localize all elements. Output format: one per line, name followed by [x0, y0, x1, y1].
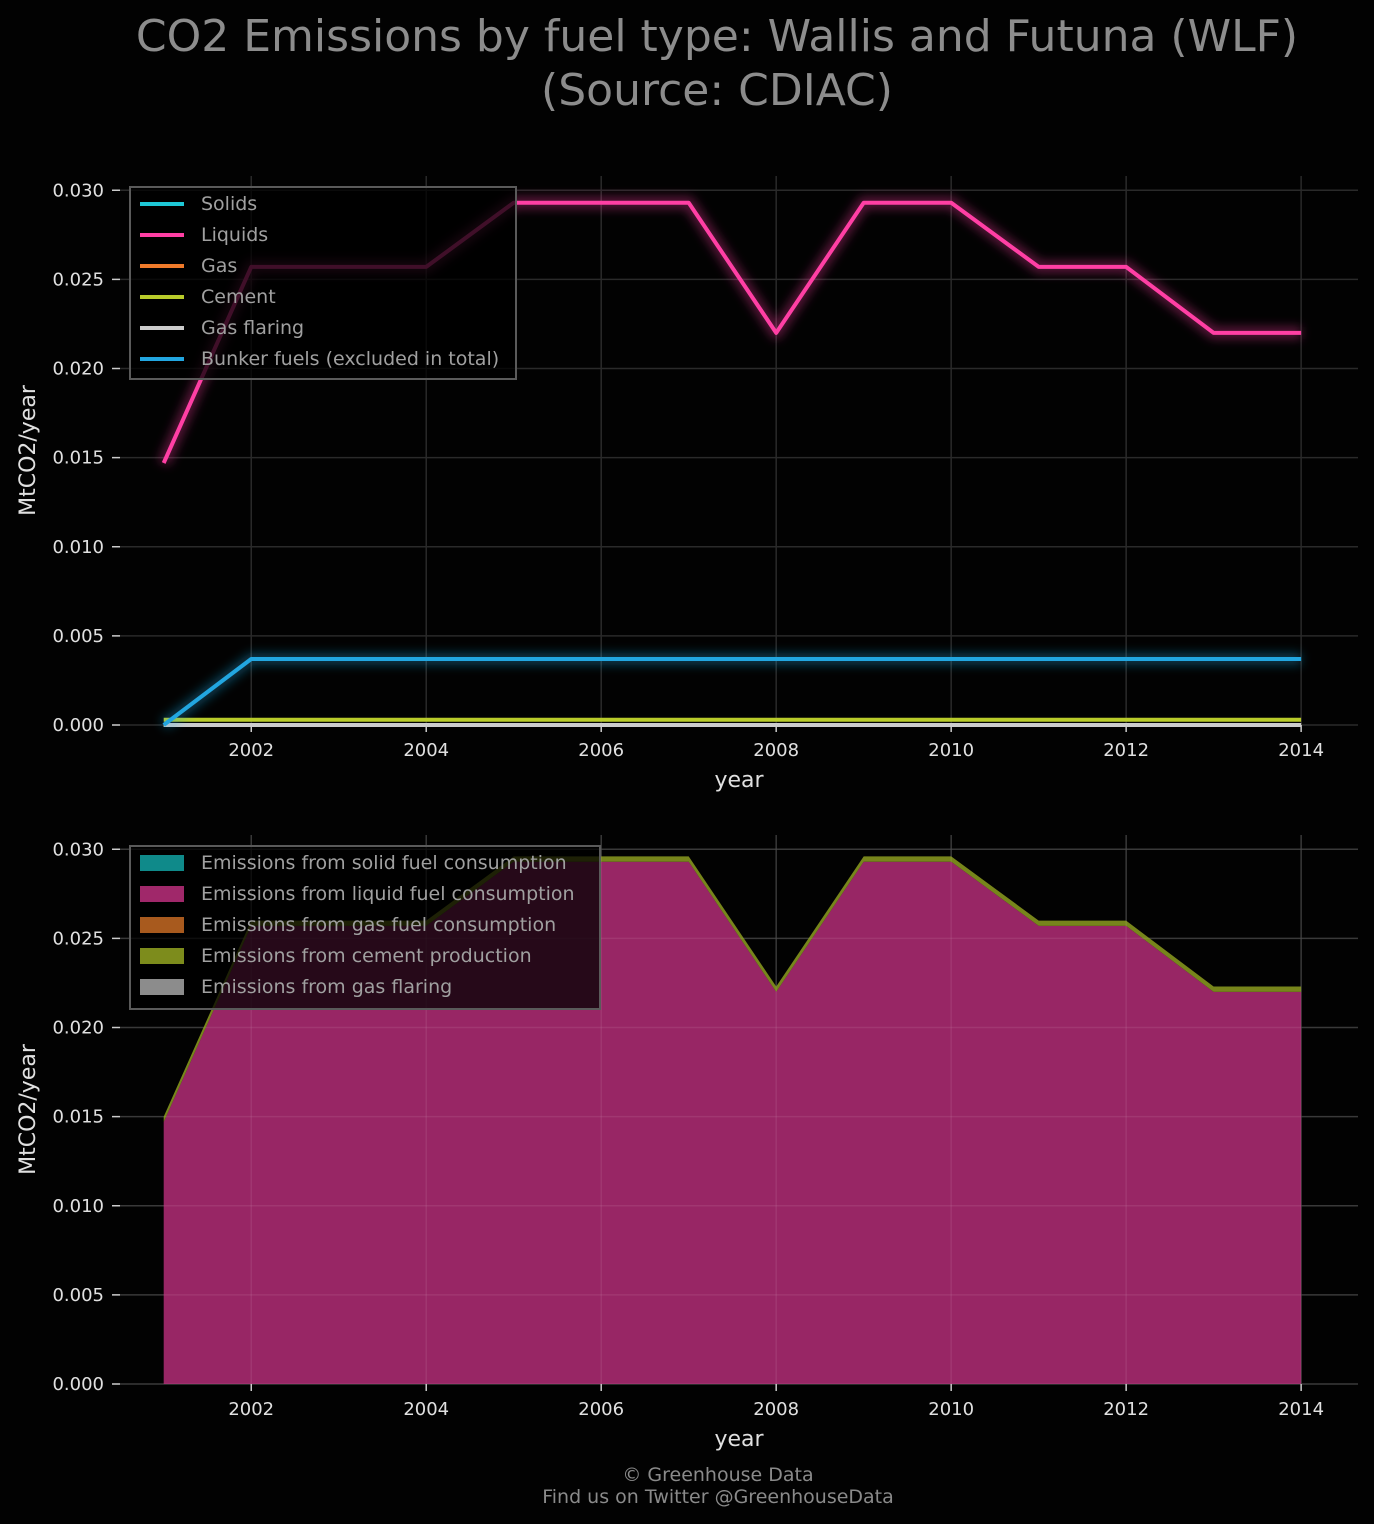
- bottom-legend-swatch: [140, 855, 184, 871]
- bottom-y-tick-label: 0.030: [52, 839, 104, 860]
- bottom-y-tick-label: 0.015: [52, 1107, 104, 1128]
- top-x-tick-label: 2008: [753, 740, 799, 761]
- top-legend-label: Bunker fuels (excluded in total): [201, 348, 499, 370]
- bottom-x-tick-label: 2008: [753, 1399, 799, 1420]
- bottom-x-axis-label: year: [714, 1427, 764, 1452]
- top-y-tick-label: 0.030: [52, 180, 104, 201]
- top-y-tick-label: 0.010: [52, 537, 104, 558]
- top-legend-label: Gas flaring: [201, 317, 304, 339]
- bottom-legend-label: Emissions from cement production: [201, 945, 532, 967]
- top-legend-label: Gas: [201, 255, 237, 277]
- top-y-tick-label: 0.000: [52, 715, 104, 736]
- top-line-chart: 2002 2004 2006 2008 2010 2012 2014 0.000 0.005 0.…: [16, 176, 1358, 793]
- bottom-y-tick-label: 0.000: [52, 1374, 104, 1395]
- top-x-tick-label: 2014: [1278, 740, 1324, 761]
- bottom-x-tick-label: 2002: [228, 1399, 274, 1420]
- footer-copyright: © Greenhouse Data: [622, 1464, 814, 1486]
- footer-twitter: Find us on Twitter @GreenhouseData: [542, 1486, 894, 1508]
- bottom-y-tick-label: 0.010: [52, 1196, 104, 1217]
- top-x-tick-label: 2012: [1103, 740, 1149, 761]
- top-legend-label: Liquids: [201, 224, 268, 246]
- top-legend-label: Cement: [201, 286, 276, 308]
- bottom-x-tick-label: 2012: [1103, 1399, 1149, 1420]
- bottom-area-chart: 2002 2004 2006 2008 2010 2012 2014 0.000 0.005 0.…: [16, 835, 1358, 1452]
- bottom-x-tick-label: 2014: [1278, 1399, 1324, 1420]
- bottom-legend-label: Emissions from gas fuel consumption: [201, 914, 556, 936]
- bottom-y-tick-label: 0.025: [52, 928, 104, 949]
- bottom-legend-swatch: [140, 948, 184, 964]
- bottom-y-tick-label: 0.005: [52, 1285, 104, 1306]
- top-y-tick-label: 0.015: [52, 448, 104, 469]
- top-y-tick-label: 0.005: [52, 626, 104, 647]
- bottom-legend-label: Emissions from gas flaring: [201, 976, 452, 998]
- bottom-x-tick-label: 2004: [403, 1399, 449, 1420]
- chart-title-line2: (Source: CDIAC): [541, 65, 893, 116]
- bottom-legend-swatch: [140, 979, 184, 995]
- top-x-tick-label: 2006: [578, 740, 624, 761]
- bottom-legend-label: Emissions from liquid fuel consumption: [201, 883, 575, 905]
- top-y-axis-label: MtCO2/year: [16, 384, 41, 516]
- top-x-tick-label: 2004: [403, 740, 449, 761]
- top-y-tick-label: 0.025: [52, 269, 104, 290]
- bottom-x-tick-label: 2010: [928, 1399, 974, 1420]
- chart-title: CO2 Emissions by fuel type: Wallis and F…: [50, 10, 1374, 118]
- chart-title-line1: CO2 Emissions by fuel type: Wallis and F…: [135, 11, 1299, 62]
- top-x-tick-label: 2002: [228, 740, 274, 761]
- bottom-y-tick-label: 0.020: [52, 1018, 104, 1039]
- top-x-tick-label: 2010: [928, 740, 974, 761]
- bottom-legend-swatch: [140, 886, 184, 902]
- bottom-x-tick-label: 2006: [578, 1399, 624, 1420]
- bottom-y-axis-label: MtCO2/year: [16, 1043, 41, 1175]
- bottom-legend-label: Emissions from solid fuel consumption: [201, 852, 567, 874]
- top-legend-box: [129, 186, 517, 380]
- bottom-legend-box: [129, 845, 601, 1010]
- top-x-axis-label: year: [714, 768, 764, 793]
- series-line-bunker-fuels-excluded-in-total: [162, 657, 1302, 727]
- footer: © Greenhouse Data Find us on Twitter @Gr…: [0, 1464, 1374, 1508]
- top-legend-label: Solids: [201, 193, 257, 215]
- bottom-legend-swatch: [140, 917, 184, 933]
- top-y-tick-label: 0.020: [52, 359, 104, 380]
